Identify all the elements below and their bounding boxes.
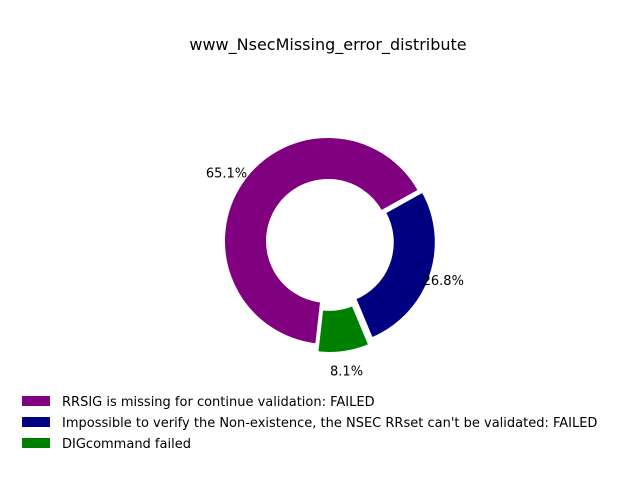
legend: RRSIG is missing for continue validation…	[22, 395, 597, 452]
legend-label: DIGcommand failed	[62, 437, 191, 452]
legend-swatch	[22, 417, 50, 427]
percent-labels: 65.1% 26.8% 8.1%	[206, 166, 464, 379]
legend-swatch	[22, 396, 50, 406]
legend-swatch	[22, 438, 50, 448]
legend-label: Impossible to verify the Non-existence, …	[62, 416, 597, 431]
pie-slices	[223, 136, 437, 354]
slice-percent-label: 8.1%	[330, 365, 363, 380]
pie-slice	[223, 136, 421, 346]
chart-title: www_NsecMissing_error_distribute	[189, 35, 466, 55]
slice-percent-label: 65.1%	[206, 166, 247, 181]
legend-label: RRSIG is missing for continue validation…	[62, 395, 375, 410]
slice-percent-label: 26.8%	[423, 274, 464, 289]
pie-slice	[353, 190, 437, 340]
pie-slice	[316, 303, 371, 354]
